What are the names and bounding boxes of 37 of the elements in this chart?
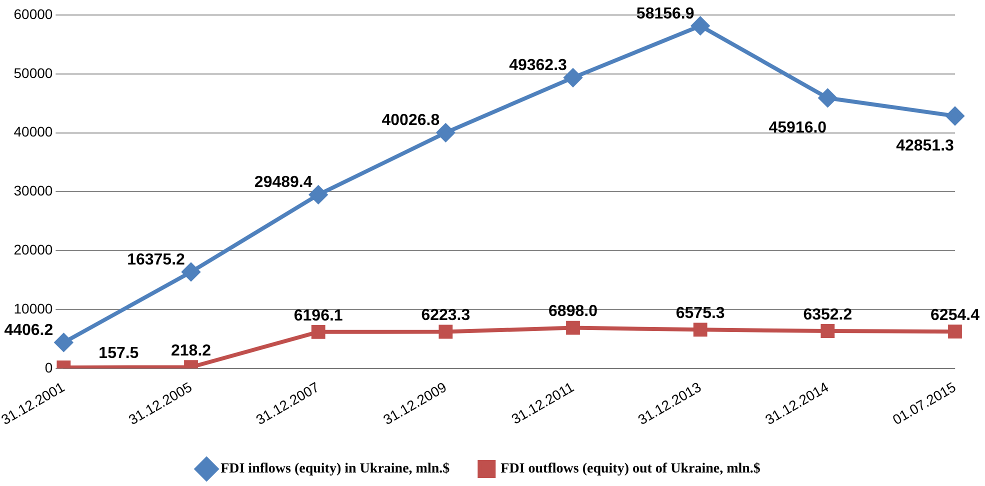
y-tick-label: 20000 — [14, 241, 53, 258]
point — [818, 88, 837, 107]
y-tick-label: 30000 — [14, 182, 53, 199]
data-label: 218.2 — [170, 342, 212, 360]
data-label: 6898.0 — [548, 303, 598, 320]
data-label: 6223.3 — [421, 307, 470, 324]
point — [693, 322, 708, 337]
point — [436, 124, 455, 142]
data-label: 16375.2 — [127, 251, 186, 268]
data-label: 29489.4 — [254, 174, 312, 192]
point — [948, 324, 962, 339]
y-tick-label: 0 — [44, 359, 53, 376]
y-tick-label: 40000 — [14, 124, 53, 140]
data-label: 49362.3 — [509, 57, 568, 74]
data-label: 6352.2 — [803, 306, 852, 324]
point — [946, 107, 964, 126]
data-label: 6575.3 — [676, 305, 725, 322]
legend-label: FDI inflows (equity) in Ukraine, mln.$ — [220, 462, 450, 477]
data-label: 4406.2 — [4, 322, 54, 339]
point — [820, 324, 835, 338]
data-label: 40026.8 — [382, 112, 440, 130]
point — [438, 324, 453, 339]
data-label: 6196.1 — [294, 307, 343, 324]
point — [311, 324, 326, 339]
y-tick-label: 10000 — [14, 300, 53, 316]
point — [309, 186, 328, 204]
point — [566, 320, 580, 335]
y-tick-label: 60000 — [14, 6, 53, 22]
point — [564, 68, 582, 87]
data-label: 42851.3 — [896, 137, 954, 154]
data-label: 6254.4 — [930, 306, 980, 324]
legend-label: FDI outflows (equity) out of Ukraine, mln.$ — [500, 462, 760, 477]
data-label: 157.5 — [98, 344, 139, 362]
data-label: 45916.0 — [768, 119, 827, 136]
point — [54, 333, 73, 352]
y-tick-label: 50000 — [14, 64, 53, 81]
data-label: 58156.9 — [636, 5, 694, 22]
